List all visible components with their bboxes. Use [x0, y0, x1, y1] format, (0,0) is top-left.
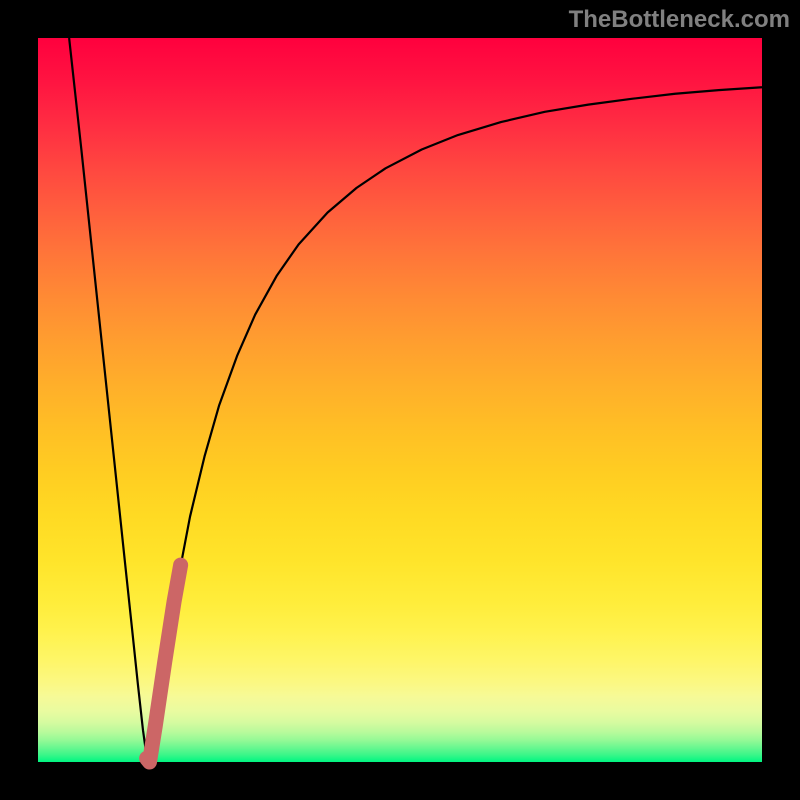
chart-svg — [0, 0, 800, 800]
chart-container: TheBottleneck.com — [0, 0, 800, 800]
watermark-text: TheBottleneck.com — [569, 6, 790, 34]
plot-background — [38, 38, 762, 762]
